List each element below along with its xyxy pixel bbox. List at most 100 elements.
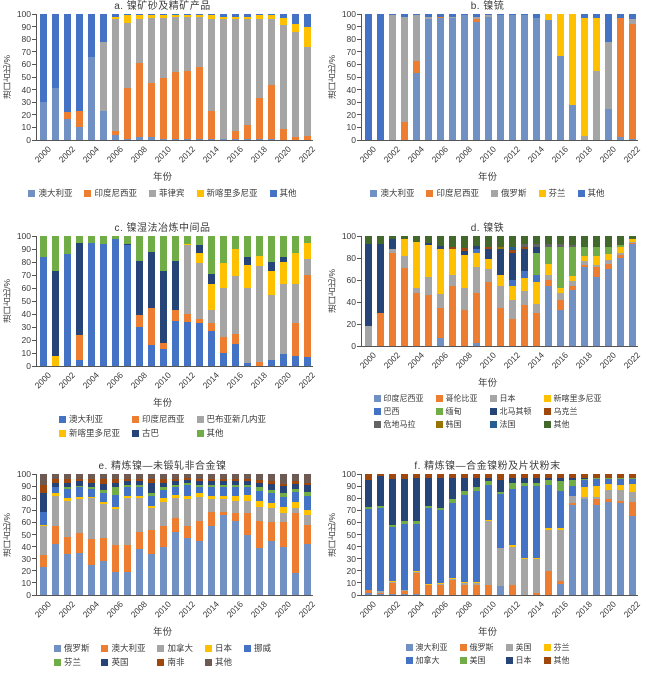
x-tick-label-2010: 2010	[477, 350, 499, 371]
segment-英国-2019	[592, 497, 600, 500]
segment-北马其顿-2005	[424, 242, 432, 245]
segment-美国-2000	[364, 506, 372, 510]
legend-item-澳大利亚: 澳大利亚	[28, 187, 72, 199]
segment-新喀里多尼亚-2022	[303, 242, 311, 260]
legend-item-俄罗斯: 俄罗斯	[459, 642, 494, 653]
y-tick-label: 10	[21, 577, 31, 588]
segment-新喀里多尼亚-2013	[195, 15, 203, 17]
segment-澳大利亚-2009	[147, 345, 155, 366]
segment-美国-2015	[544, 480, 552, 485]
legend-swatch	[373, 395, 381, 402]
y-tick-label: 80	[346, 252, 356, 263]
bar-2020	[604, 14, 612, 140]
segment-其他-2008	[460, 474, 468, 478]
legend-swatch	[58, 429, 66, 437]
y-tick-mark	[357, 473, 361, 475]
segment-缅甸-2020	[604, 247, 612, 254]
segment-澳大利亚-2011	[496, 585, 504, 595]
bar-2015	[219, 474, 227, 595]
legend-item-危地马拉: 危地马拉	[373, 419, 424, 430]
y-tick-mark	[357, 509, 361, 511]
y-tick-mark	[32, 352, 36, 354]
segment-英国-2006	[436, 584, 444, 586]
segment-加拿大-2014	[207, 499, 215, 512]
y-tick-mark	[32, 313, 36, 315]
y-axis: 0 20 40 60 80 100	[338, 232, 361, 350]
segment-其他-2001	[51, 236, 59, 272]
segment-日本-2014	[532, 477, 540, 483]
bar-2017	[243, 474, 251, 595]
bar-2021	[616, 474, 624, 595]
legend-item-巴布亚新几内亚: 巴布亚新几内亚	[196, 413, 266, 425]
y-tick-mark	[357, 139, 361, 141]
segment-新喀里多尼亚-2011	[496, 274, 504, 286]
segment-英国-2000	[39, 493, 47, 512]
segment-澳大利亚-2013	[195, 138, 203, 140]
segment-澳大利亚-2019	[267, 138, 275, 140]
segment-日本-2017	[243, 494, 251, 501]
segment-澳大利亚-2010	[484, 16, 492, 140]
segment-印度尼西亚-2018	[580, 266, 588, 346]
segment-其他-2016	[556, 236, 564, 244]
segment-其他-2003	[400, 474, 408, 479]
y-tick-mark	[357, 235, 361, 237]
legend-item-印度尼西亚: 印度尼西亚	[131, 413, 185, 425]
segment-加拿大-2009	[472, 490, 480, 582]
segment-澳大利亚-2017	[243, 138, 251, 140]
segment-其他-2018	[255, 474, 263, 481]
bar-2022	[303, 236, 311, 366]
bar-2017	[243, 236, 251, 366]
chart-title-c: c. 镍湿法冶炼中间品	[114, 223, 211, 234]
segment-俄罗斯-2004	[87, 564, 95, 595]
segment-澳大利亚-2015	[544, 20, 552, 140]
bar-2017	[568, 236, 576, 346]
segment-挪威-2014	[207, 487, 215, 496]
bar-2000	[39, 474, 47, 595]
segment-澳大利亚-2019	[267, 522, 275, 541]
segment-新喀里多尼亚-2005	[424, 244, 432, 277]
segment-其他-2018	[580, 14, 588, 18]
legend-item-菲律宾: 菲律宾	[148, 187, 185, 199]
segment-澳大利亚-2007	[123, 545, 131, 573]
segment-美国-2021	[616, 477, 624, 479]
bar-2001	[376, 14, 384, 140]
segment-其他-2004	[87, 236, 95, 243]
segment-芬兰-2020	[604, 483, 612, 490]
segment-新喀里多尼亚-2022	[628, 239, 636, 242]
segment-危地马拉-2015	[544, 243, 552, 247]
segment-其他-2011	[496, 14, 504, 16]
y-tick-mark	[32, 497, 36, 499]
segment-美国-2022	[628, 477, 636, 479]
segment-日本-2001	[376, 476, 384, 506]
legend-e: 俄罗斯 澳大利亚 加拿大 日本 挪威 芬兰 英国 南非 其他	[0, 639, 325, 668]
bar-2018	[255, 236, 263, 366]
segment-澳大利亚-2003	[75, 359, 83, 366]
x-tick-label-2000: 2000	[32, 144, 54, 165]
bar-2001	[376, 474, 384, 595]
segment-日本-2006	[436, 477, 444, 508]
x-tick-label-2006: 2006	[104, 144, 126, 165]
x-tick-label-2008: 2008	[128, 599, 150, 620]
segment-芬兰-2021	[616, 484, 624, 490]
y-tick-mark	[357, 76, 361, 78]
y-tick-mark	[32, 521, 36, 523]
segment-其他-2002	[63, 236, 71, 255]
segment-其他-2006	[436, 474, 444, 478]
segment-南非-2000	[39, 484, 47, 494]
segment-澳大利亚-2003	[75, 127, 83, 140]
segment-南非-2012	[183, 477, 191, 481]
segment-日本-2004	[87, 497, 95, 499]
bar-2022	[303, 474, 311, 595]
x-tick-label-2020: 2020	[272, 370, 294, 391]
segment-俄罗斯-2004	[412, 15, 420, 61]
y-tick-label: 70	[346, 46, 356, 57]
segment-美国-2005	[424, 505, 432, 508]
y-axis: 0 10 20 30 40 50 60 70 80 90 100	[338, 470, 361, 599]
segment-美国-2016	[556, 481, 564, 491]
segment-澳大利亚-2005	[99, 243, 107, 366]
y-tick-mark	[357, 38, 361, 40]
segment-日本-2003	[400, 255, 408, 268]
segment-俄罗斯-2015	[544, 570, 552, 595]
y-tick-mark	[32, 473, 36, 475]
segment-其他-2016	[231, 14, 239, 17]
